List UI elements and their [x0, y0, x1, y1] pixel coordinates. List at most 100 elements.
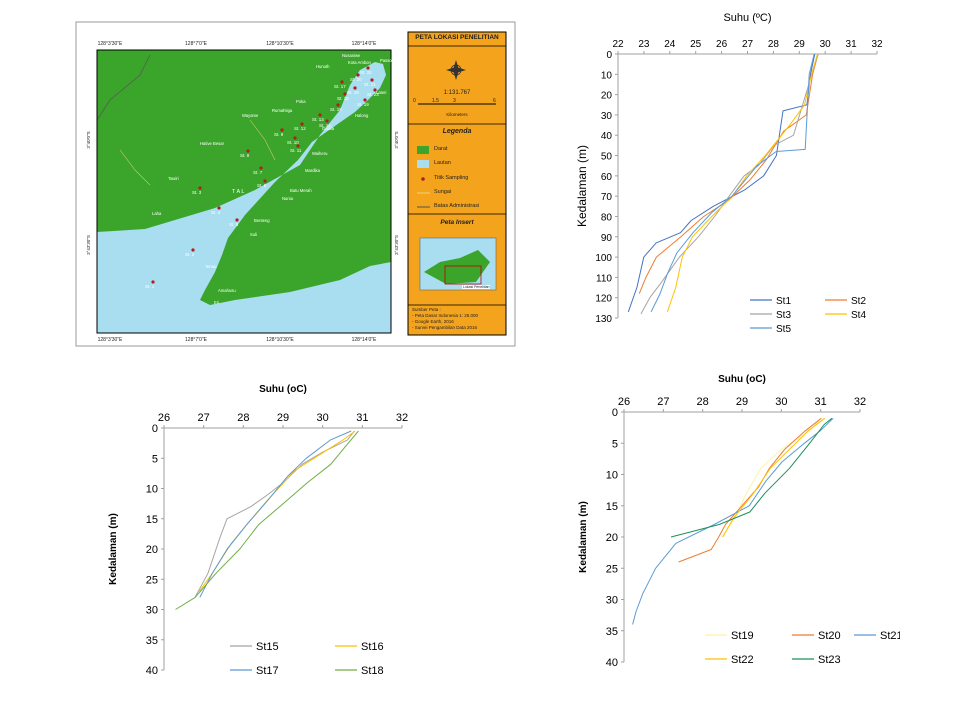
station-label: St. 15	[330, 107, 342, 112]
top-lon-label: 128°3'30"E	[98, 41, 123, 47]
x-tick-label: 26	[716, 39, 728, 50]
y-tick-label: 35	[146, 635, 158, 647]
place-label: Eri	[214, 300, 219, 305]
y-tick-label: 20	[601, 91, 613, 102]
y-axis-title: Kedalaman (m)	[575, 145, 589, 227]
x-tick-label: 27	[742, 39, 754, 50]
series-line-st4	[666, 53, 818, 313]
station-label: St. 8	[240, 153, 250, 158]
place-label: Suli	[250, 232, 257, 237]
station-label: St. 2	[185, 252, 195, 257]
place-label: Hunuth	[316, 64, 330, 69]
y-tick-label: 80	[601, 212, 613, 223]
bottom-lon-label: 128°14'0"E	[352, 337, 377, 343]
y-tick-label: 10	[606, 470, 618, 482]
y-tick-label: 20	[606, 532, 618, 544]
legend-item: Darat	[434, 146, 448, 152]
bottom-lon-label: 128°3'30"E	[98, 337, 123, 343]
y-tick-label: 15	[606, 501, 618, 513]
legend-label: St18	[361, 665, 384, 677]
station-label: St. 21	[364, 82, 376, 87]
sampling-point	[363, 98, 367, 102]
sampling-point	[300, 122, 304, 126]
series-line-st17	[199, 430, 352, 598]
right-lat-label: 3°40'0"S	[394, 131, 399, 148]
x-tick-label: 26	[618, 396, 630, 408]
y-tick-label: 5	[612, 438, 618, 450]
sampling-point	[353, 86, 357, 90]
x-tick-label: 28	[697, 396, 709, 408]
y-tick-label: 40	[606, 657, 618, 669]
x-tick-label: 31	[846, 39, 858, 50]
y-tick-label: 25	[606, 563, 618, 575]
x-tick-label: 31	[356, 412, 368, 424]
map-sea	[97, 62, 391, 333]
y-tick-label: 100	[595, 253, 612, 264]
series-line-st5	[650, 53, 815, 313]
scale-tick: 0	[413, 98, 416, 104]
sampling-point	[343, 92, 347, 96]
station-label: St. 19	[357, 102, 369, 107]
place-label: Wayame	[242, 113, 259, 118]
y-tick-label: 50	[601, 152, 613, 163]
x-tick-label: 29	[794, 39, 806, 50]
series-line-st23	[670, 417, 833, 538]
temperature-profile-chart-st15-st18: Suhu (oC) Kedalaman (m) 26 27 28 29 30 31 32 0 5 10…	[108, 384, 408, 677]
sampling-point	[293, 136, 297, 140]
legend-label: St2	[851, 296, 866, 307]
insert-caption: Lokasi Penelitian	[462, 285, 491, 289]
sources-title: Sumber Peta :	[412, 307, 441, 312]
y-tick-label: 10	[146, 484, 158, 496]
x-tick-label: 27	[198, 412, 210, 424]
x-tick-label: 30	[820, 39, 832, 50]
y-tick-label: 5	[152, 453, 158, 465]
place-label: Nania	[282, 196, 294, 201]
x-tick-label: 27	[657, 396, 669, 408]
legend-label: St16	[361, 641, 384, 653]
temperature-profile-chart-st19-st23: Suhu (oC) Kedalaman (m) 26 27 28 29 30 31 32 0 5 10…	[578, 374, 900, 669]
station-label: St. 11	[290, 148, 302, 153]
y-tick-label: 15	[146, 514, 158, 526]
scale-tick: 1.5	[432, 98, 439, 104]
station-label: St. 13	[312, 117, 324, 122]
y-tick-label: 20	[146, 544, 158, 556]
top-lon-label: 128°10'30"E	[266, 41, 294, 47]
x-axis-title: Suhu (ºC)	[723, 12, 771, 24]
series-line-st22	[722, 417, 826, 538]
left-lat-label: 3°40'0"S	[86, 131, 91, 148]
y-tick-label: 40	[146, 665, 158, 677]
place-label: Poka	[296, 99, 306, 104]
legend-item: Batas Administrasi	[434, 203, 480, 209]
place-label: Mardika	[305, 168, 321, 173]
sampling-point	[263, 179, 267, 183]
place-label: Tenau	[205, 264, 217, 269]
station-label: St. 14	[319, 123, 331, 128]
legend-label: St20	[818, 630, 841, 642]
x-tick-label: 24	[664, 39, 676, 50]
series-line-st2	[638, 53, 819, 294]
x-tick-label: 29	[277, 412, 289, 424]
y-tick-label: 40	[601, 131, 613, 142]
map-sources: Sumber Peta : - Peta Dasar Indonesia 1: …	[412, 307, 478, 331]
x-tick-label: 25	[690, 39, 702, 50]
y-tick-label: 30	[146, 605, 158, 617]
sampling-point	[373, 88, 377, 92]
x-tick-label: 22	[612, 39, 624, 50]
y-tick-label: 0	[612, 407, 618, 419]
insert-title: Peta Insert	[440, 219, 474, 226]
x-tick-label: 31	[815, 396, 827, 408]
legend-item: Sungai	[434, 189, 452, 195]
y-tick-label: 35	[606, 626, 618, 638]
y-tick-label: 0	[152, 423, 158, 435]
place-label: Batu Merah	[290, 188, 312, 193]
legend-item: Lautan	[434, 160, 451, 166]
y-axis-title: Kedalaman (m)	[108, 513, 119, 585]
place-label: Laha	[152, 211, 162, 216]
place-label: Benteng	[254, 218, 270, 223]
right-lat-label: 3°43'30"S	[394, 235, 399, 255]
y-tick-label: 90	[601, 233, 613, 244]
place-label: Passo	[380, 58, 392, 63]
station-label: St. 22	[360, 70, 372, 75]
station-label: St. 4	[211, 210, 221, 215]
station-label: St. 16	[337, 96, 349, 101]
